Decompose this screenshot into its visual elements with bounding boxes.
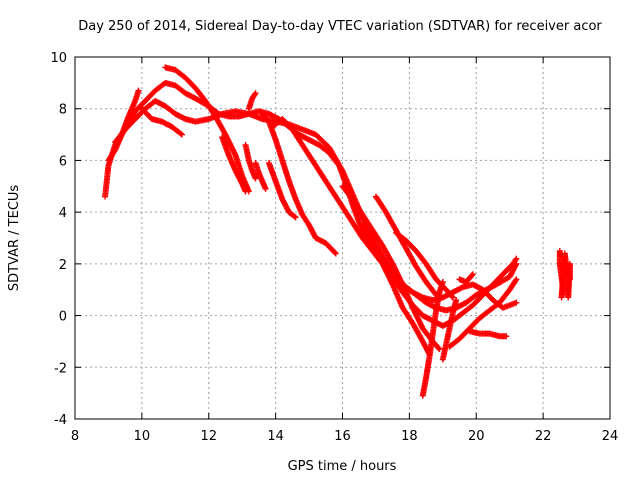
data-point — [292, 214, 299, 221]
x-tick-label: 20 — [468, 429, 485, 444]
series-sat-i — [252, 160, 269, 192]
x-tick-label: 18 — [401, 429, 418, 444]
data-point — [332, 250, 339, 257]
data-point — [252, 90, 259, 97]
series-sat-k — [265, 160, 299, 221]
series-sat-j — [259, 110, 339, 257]
data-point — [331, 249, 338, 256]
series-sat-t — [456, 271, 476, 285]
x-axis-label: GPS time / hours — [288, 459, 397, 474]
data-point — [179, 131, 185, 138]
series-sat-s — [446, 276, 520, 350]
series-sat-p — [393, 229, 456, 301]
series-sat-a — [102, 79, 520, 314]
data-point — [503, 333, 510, 340]
y-tick-label: 2 — [59, 258, 67, 273]
y-tick-label: 0 — [59, 310, 67, 325]
y-tick-label: 8 — [59, 103, 67, 118]
data-point — [242, 188, 249, 195]
series-sat-g — [242, 141, 259, 182]
data-point — [513, 276, 520, 283]
data-point — [512, 256, 519, 263]
chart-title: Day 250 of 2014, Sidereal Day-to-day VTE… — [78, 19, 602, 34]
y-tick-label: 10 — [50, 51, 67, 66]
series-sat-m — [339, 183, 443, 353]
y-tick-label: 6 — [59, 154, 67, 169]
data-point — [177, 130, 184, 137]
x-tick-label: 12 — [200, 429, 217, 444]
series-sat-n — [359, 222, 433, 358]
data-point — [469, 271, 476, 278]
y-tick-label: -2 — [54, 361, 67, 376]
grid-lines — [75, 57, 610, 419]
data-point — [439, 278, 446, 285]
x-tick-label: 16 — [334, 429, 351, 444]
y-tick-label: -4 — [54, 413, 67, 428]
data-point — [291, 213, 298, 220]
series-sat-d — [138, 105, 185, 138]
series-sat-e — [162, 64, 252, 195]
data-point — [468, 272, 475, 279]
series-sat-f — [219, 134, 249, 195]
series-sat-r — [439, 297, 460, 363]
data-point — [251, 91, 258, 98]
data-point — [513, 255, 520, 262]
x-tick-label: 22 — [535, 429, 552, 444]
x-tick-label: 8 — [71, 429, 79, 444]
data-point — [453, 297, 460, 304]
data-point — [436, 346, 443, 353]
y-tick-label: 4 — [59, 206, 67, 221]
x-tick-label: 14 — [267, 429, 284, 444]
y-axis-label: SDTVAR / TECUs — [7, 185, 22, 292]
data-point — [448, 293, 455, 300]
series-sat-q — [419, 278, 446, 399]
data-point — [566, 276, 573, 283]
x-tick-label: 10 — [134, 429, 151, 444]
series-sat-h — [245, 90, 259, 112]
data-point — [252, 175, 259, 182]
data-point — [262, 185, 269, 192]
series-sat-b — [105, 87, 142, 164]
data-point — [512, 277, 519, 284]
data-point — [435, 345, 442, 352]
series-sat-u — [466, 328, 510, 340]
data-point — [135, 87, 142, 94]
series-sat-o — [372, 193, 440, 298]
series-sat-v — [556, 247, 573, 301]
data-point — [513, 299, 520, 306]
data-point — [449, 294, 456, 301]
x-tick-label: 24 — [602, 429, 619, 444]
data-points — [102, 64, 573, 399]
